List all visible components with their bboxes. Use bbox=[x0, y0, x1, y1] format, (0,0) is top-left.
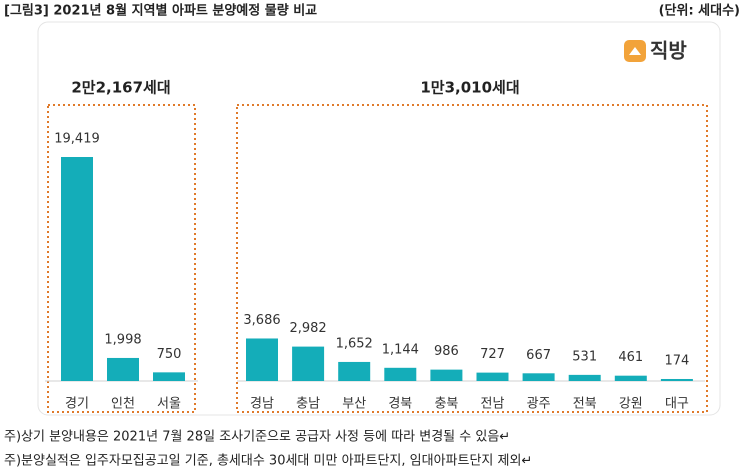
value-label: 1,652 bbox=[336, 336, 373, 351]
bar bbox=[476, 372, 509, 381]
value-label: 461 bbox=[618, 350, 643, 365]
x-tick-label: 충북 bbox=[434, 397, 458, 412]
value-label: 2,982 bbox=[289, 321, 326, 336]
bar bbox=[338, 361, 371, 381]
bar bbox=[614, 375, 647, 381]
x-tick-label: 경기 bbox=[65, 397, 89, 412]
value-label: 531 bbox=[572, 349, 597, 364]
figure-title: [그림3] 2021년 8월 지역별 아파트 분양예정 물량 비교 bbox=[4, 3, 317, 19]
x-tick-label: 부산 bbox=[342, 397, 366, 412]
group-label: 2만2,167세대 bbox=[71, 79, 170, 97]
value-label: 174 bbox=[664, 353, 689, 368]
value-label: 3,686 bbox=[243, 313, 280, 328]
value-label: 986 bbox=[434, 344, 459, 359]
value-label: 727 bbox=[480, 347, 505, 362]
x-tick-label: 경남 bbox=[250, 397, 274, 412]
footnote: 주)상기 분양내용은 2021년 7월 28일 조사기준으로 공급자 사정 등에… bbox=[4, 430, 510, 445]
x-tick-label: 인천 bbox=[111, 397, 135, 412]
logo-text: 직방 bbox=[650, 39, 687, 63]
logo: 직방 bbox=[624, 39, 687, 63]
bar bbox=[246, 338, 278, 381]
x-tick-label: 전북 bbox=[573, 397, 597, 412]
x-tick-label: 경북 bbox=[388, 397, 412, 412]
x-tick-label: 대구 bbox=[665, 397, 689, 412]
bar bbox=[522, 373, 555, 381]
bar bbox=[384, 367, 417, 381]
x-tick-label: 전남 bbox=[481, 397, 505, 412]
bar bbox=[568, 374, 601, 381]
group-box bbox=[236, 104, 708, 413]
value-label: 1,998 bbox=[104, 332, 141, 347]
x-tick-label: 강원 bbox=[619, 397, 643, 412]
value-label: 1,144 bbox=[382, 342, 419, 357]
value-label: 19,419 bbox=[54, 132, 100, 147]
bar bbox=[153, 372, 185, 381]
x-tick-label: 서울 bbox=[157, 397, 181, 412]
bar bbox=[660, 378, 693, 381]
x-tick-label: 광주 bbox=[527, 397, 551, 412]
bar bbox=[292, 346, 325, 381]
value-label: 667 bbox=[526, 348, 551, 363]
value-label: 750 bbox=[157, 347, 182, 362]
footnote: 주)분양실적은 입주자모집공고일 기준, 총세대수 30세대 미만 아파트단지,… bbox=[4, 454, 532, 469]
group-box bbox=[47, 104, 196, 413]
bar bbox=[430, 369, 463, 381]
unit-label: (단위: 세대수) bbox=[659, 3, 740, 19]
bar bbox=[107, 357, 139, 381]
chart-panel bbox=[37, 21, 721, 416]
bar bbox=[61, 157, 93, 381]
x-tick-label: 충남 bbox=[296, 397, 320, 412]
group-label: 1만3,010세대 bbox=[420, 79, 519, 97]
